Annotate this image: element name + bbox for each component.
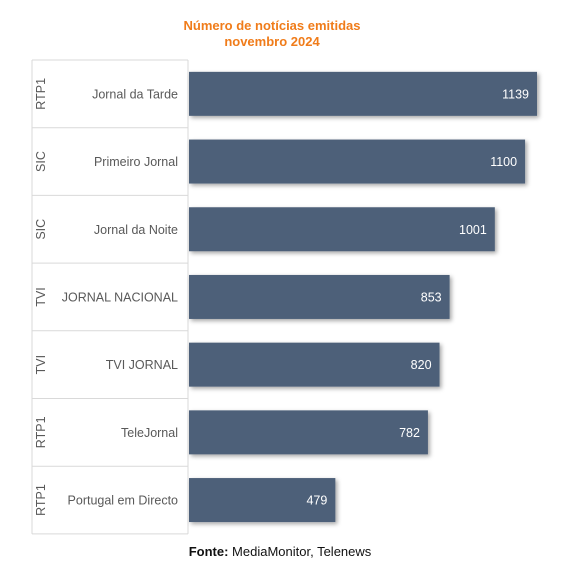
channel-label: SIC bbox=[34, 219, 48, 240]
bar-6 bbox=[189, 410, 428, 455]
bar-value-label: 820 bbox=[411, 358, 432, 372]
bar-value-label: 1139 bbox=[502, 87, 529, 101]
chart-bars bbox=[189, 71, 537, 523]
channel-label: RTP1 bbox=[34, 78, 48, 110]
chart-grid bbox=[31, 59, 189, 535]
bar-value-label: 1100 bbox=[490, 155, 517, 169]
program-label: TeleJornal bbox=[121, 426, 178, 440]
channel-label: RTP1 bbox=[34, 484, 48, 516]
bar-2 bbox=[189, 139, 526, 184]
bar-7 bbox=[189, 478, 336, 523]
channel-label: TVI bbox=[34, 355, 48, 374]
chart-title: Número de notícias emitidas novembro 202… bbox=[0, 18, 544, 50]
footer-label: Fonte: bbox=[188, 544, 229, 559]
bar-1 bbox=[189, 71, 537, 116]
program-label: Jornal da Tarde bbox=[92, 87, 178, 101]
bar-chart: 1139 Jornal da Tarde RTP1 1100 Primeiro Jorn… bbox=[31, 59, 537, 535]
bar-4 bbox=[189, 274, 450, 319]
chart-title-line1: Número de notícias emitidas bbox=[183, 18, 361, 33]
program-label: Portugal em Directo bbox=[68, 494, 179, 508]
bar-value-label: 479 bbox=[306, 494, 327, 508]
bar-5 bbox=[189, 342, 440, 387]
chart-labels: 1139 Jornal da Tarde RTP1 1100 Primeiro Jorn… bbox=[34, 78, 529, 516]
channel-label: RTP1 bbox=[34, 416, 48, 448]
bar-value-label: 782 bbox=[399, 426, 420, 440]
bar-3 bbox=[189, 207, 495, 252]
program-label: JORNAL NACIONAL bbox=[62, 290, 178, 304]
program-label: Primeiro Jornal bbox=[94, 155, 178, 169]
footer-source: MediaMonitor, Telenews bbox=[232, 544, 372, 559]
channel-label: TVI bbox=[34, 287, 48, 306]
chart-footer: Fonte: MediaMonitor, Telenews bbox=[0, 544, 560, 559]
chart-title-line2: novembro 2024 bbox=[224, 34, 320, 49]
program-label: Jornal da Noite bbox=[94, 223, 178, 237]
channel-label: SIC bbox=[34, 151, 48, 172]
bar-value-label: 853 bbox=[421, 290, 442, 304]
bar-value-label: 1001 bbox=[459, 223, 487, 237]
program-label: TVI JORNAL bbox=[106, 358, 178, 372]
